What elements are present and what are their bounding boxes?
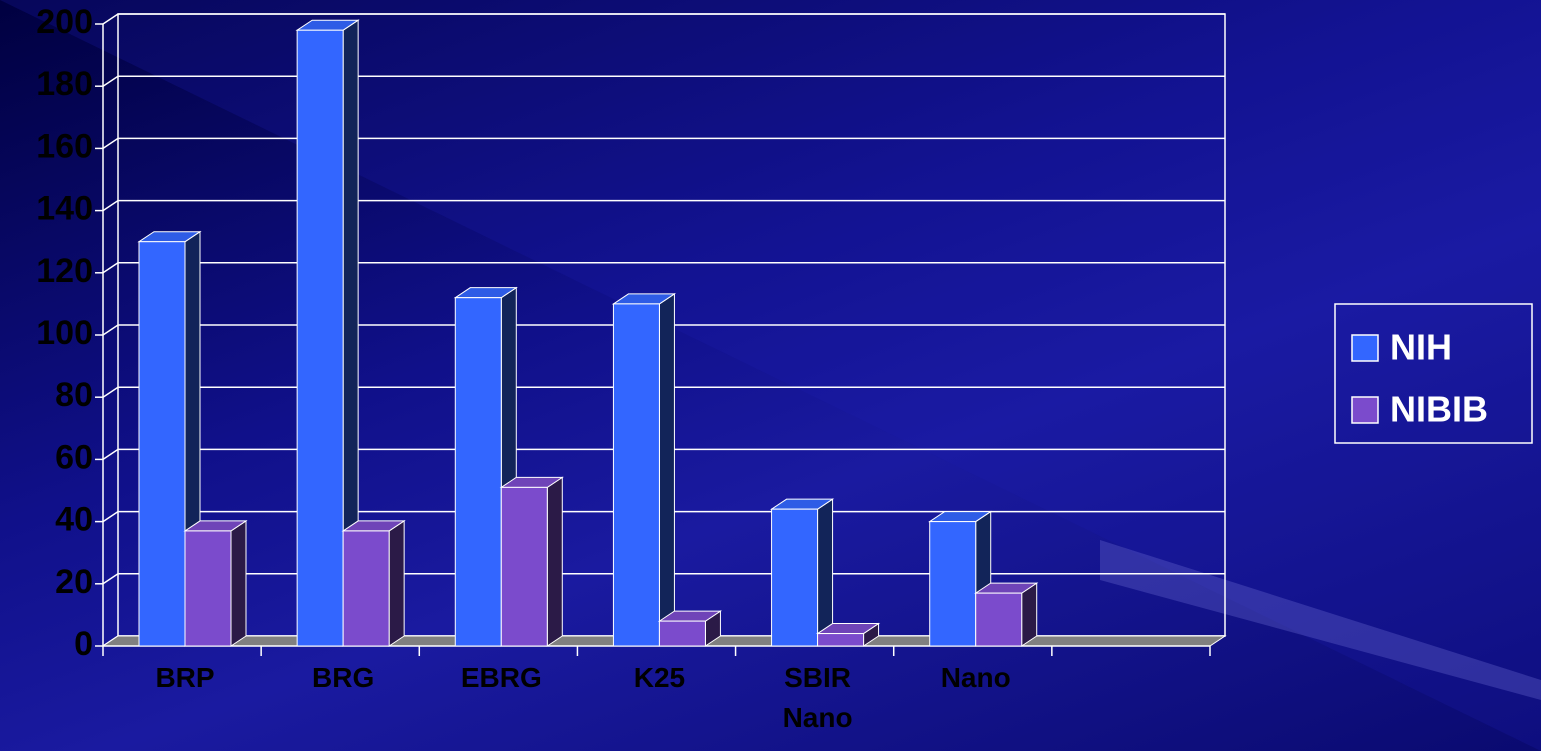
grid-line-side [102,137,119,150]
x-tick-label: Nano [940,662,1011,693]
grid-line-side [102,386,119,398]
bar [342,530,390,647]
grid-line-side [102,13,119,25]
x-tick-label: K25 [633,662,686,693]
bar [975,592,1023,647]
legend-label: NIH [1390,327,1452,368]
bar [138,241,186,647]
bar-side [658,292,675,647]
background-streak [1100,540,1541,700]
bar [184,530,232,647]
x-tick-label: EBRG [460,662,542,693]
legend-box [1334,303,1533,444]
y-tick-label: 200 [36,3,93,41]
legend-swatch [1351,396,1379,424]
grid-line-side [102,75,119,87]
y-tick-label: 80 [55,376,93,414]
y-tick-label: 160 [36,127,93,165]
x-tick-label: SBIR Nano [782,662,853,733]
y-tick-label: 0 [74,625,93,663]
bar-side [546,476,563,647]
bar [454,297,502,647]
bar [929,521,977,647]
y-tick-label: 100 [36,314,93,352]
grid-line-side [102,324,119,336]
bar-side [388,519,405,647]
y-tick-label: 180 [36,65,93,103]
x-tick-label: BRG [312,662,375,693]
grid-line-side [102,262,119,274]
y-tick-label: 60 [55,438,93,476]
legend-label: NIBIB [1390,389,1488,430]
grid-line-side [102,510,119,523]
bar-side [230,519,247,647]
bar [500,486,548,647]
bar-side [1021,582,1038,647]
grid-line-side [102,199,119,212]
bar [658,620,706,647]
bar [771,508,819,647]
bar [296,29,344,647]
y-tick-label: 140 [36,190,93,228]
bar [817,633,865,647]
bar [612,303,660,647]
x-tick-label: BRP [155,662,215,693]
grid-line-side [102,573,119,585]
y-tick-label: 120 [36,252,93,290]
y-tick-label: 40 [55,501,93,539]
bar-side [817,498,834,647]
grid-line-side [102,448,119,461]
y-tick-label: 20 [55,563,93,601]
legend-swatch [1351,334,1379,362]
